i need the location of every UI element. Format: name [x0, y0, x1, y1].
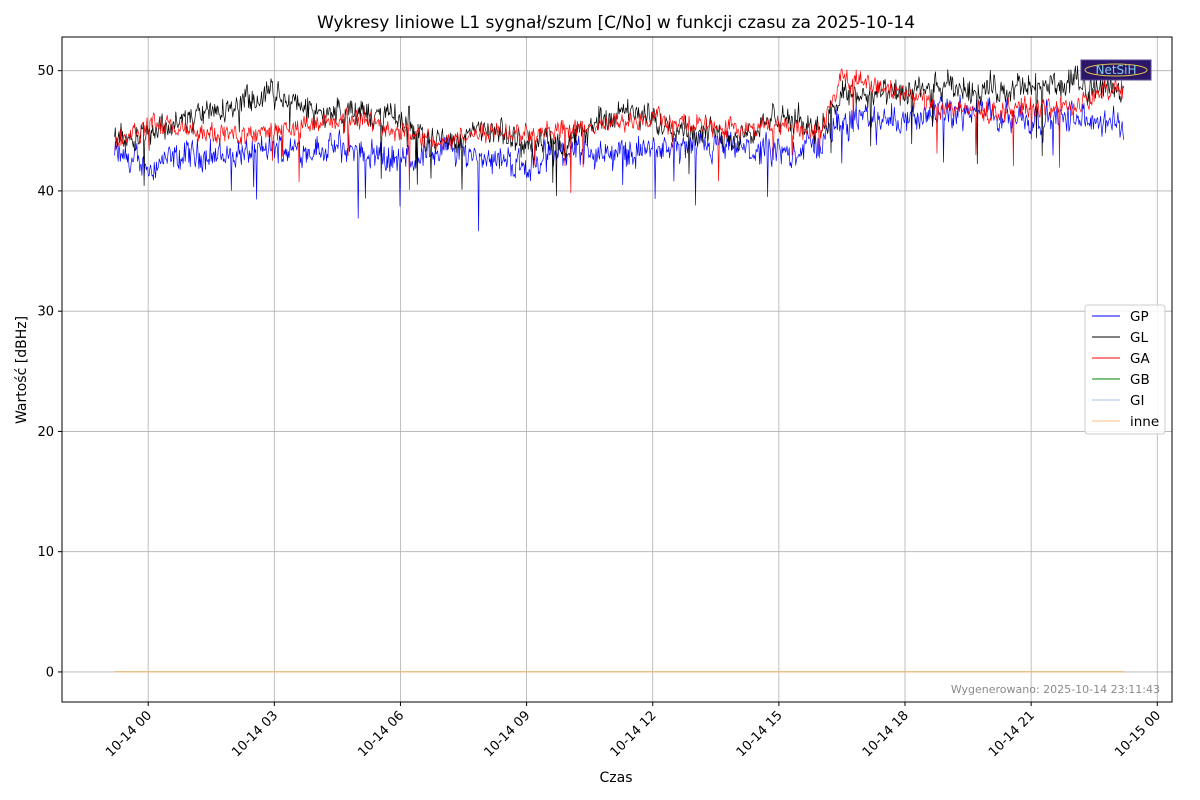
plot-frame: [61, 36, 1173, 703]
series-line-gl: [114, 65, 1124, 197]
series-line-gp: [114, 91, 1124, 232]
x-tick-label: 10-14 00: [103, 708, 155, 760]
y-tick-label: 30: [37, 305, 54, 320]
x-ticks: 10-14 00 10-14 03 10-14 06 10-14 09 10-14 12…: [103, 702, 1164, 760]
legend-label-gb: GB: [1130, 372, 1150, 388]
legend-label-gp: GP: [1130, 309, 1149, 325]
chart-title: Wykresy liniowe L1 sygnał/szum [C/No] w …: [317, 13, 915, 33]
x-tick-label: 10-14 09: [481, 708, 533, 760]
y-ticks: 0 10 20 30 40 50: [37, 64, 62, 680]
series-layer: [114, 65, 1124, 673]
y-tick-label: 50: [37, 64, 54, 79]
y-tick-label: 40: [37, 184, 54, 199]
legend-label-inne: inne: [1130, 414, 1159, 430]
x-tick-label: 10-15 00: [1112, 708, 1164, 760]
logo: NetSiH: [1080, 59, 1152, 81]
legend-label-gi: GI: [1130, 393, 1144, 409]
legend-label-gl: GL: [1130, 330, 1148, 346]
legend: GP GL GA GB GI inne: [1084, 304, 1166, 435]
legend-label-ga: GA: [1130, 351, 1150, 367]
logo-text: NetSiH: [1095, 63, 1136, 77]
y-tick-label: 20: [37, 425, 54, 440]
x-tick-label: 10-14 18: [860, 708, 912, 760]
y-axis-label: Wartość [dBHz]: [14, 316, 30, 424]
generated-note: Wygenerowano: 2025-10-14 23:11:43: [951, 683, 1160, 696]
x-tick-label: 10-14 12: [608, 708, 660, 760]
x-tick-label: 10-14 03: [229, 708, 281, 760]
y-tick-label: 10: [37, 545, 54, 560]
x-tick-label: 10-14 21: [986, 708, 1038, 760]
y-tick-label: 0: [46, 665, 54, 680]
x-tick-label: 10-14 15: [734, 708, 786, 760]
x-tick-label: 10-14 06: [355, 708, 407, 760]
series-line-ga: [114, 68, 1124, 194]
x-axis-label: Czas: [600, 770, 633, 786]
